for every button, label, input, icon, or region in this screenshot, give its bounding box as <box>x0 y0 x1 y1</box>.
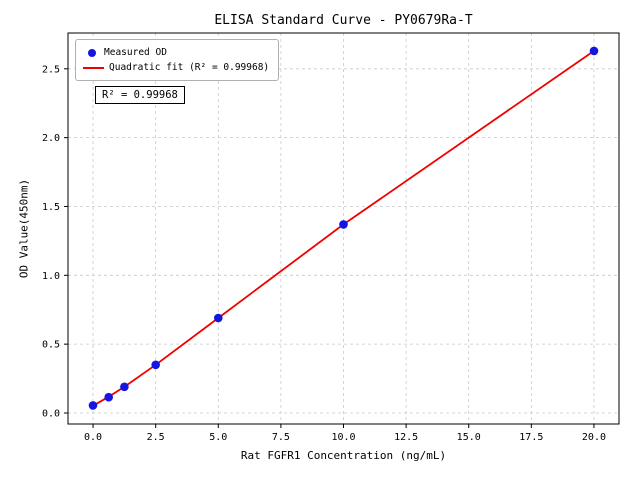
x-tick-label: 15.0 <box>457 432 481 443</box>
line-marker-icon <box>83 66 104 69</box>
data-point <box>339 220 348 229</box>
legend-label-measured-od: Measured OD <box>104 47 167 58</box>
data-point <box>151 360 160 370</box>
data-point <box>589 46 599 56</box>
legend-item-measured-od: Measured OD <box>83 45 269 60</box>
y-axis-label: OD Value(450nm) <box>17 178 31 279</box>
x-axis-label: Rat FGFR1 Concentration (ng/mL) <box>240 449 447 462</box>
y-tick-label: 1.0 <box>42 271 60 282</box>
x-tick-label: 5.0 <box>209 432 227 443</box>
y-tick-label: 0.0 <box>42 408 60 419</box>
data-point <box>214 313 223 323</box>
data-point <box>120 382 129 392</box>
chart-title: ELISA Standard Curve - PY0679Ra-T <box>214 13 473 28</box>
x-tick-label: 7.5 <box>272 432 290 443</box>
y-tick-label: 2.5 <box>42 64 60 75</box>
y-tick-label: 0.5 <box>42 340 60 351</box>
scatter-marker-icon <box>88 48 96 57</box>
x-tick-label: 10.0 <box>331 432 355 443</box>
x-tick-label: 0.0 <box>84 432 102 443</box>
x-tick-label: 20.0 <box>582 432 606 443</box>
data-point <box>88 401 98 410</box>
legend-label-quadratic-fit: Quadratic fit (R² = 0.99968) <box>109 62 270 73</box>
x-tick-label: 17.5 <box>519 432 543 443</box>
x-tick-label: 2.5 <box>147 432 165 443</box>
legend: Measured OD Quadratic fit (R² = 0.99968) <box>75 39 280 81</box>
data-point <box>104 392 113 402</box>
y-tick-label: 2.0 <box>42 133 60 144</box>
legend-item-quadratic-fit: Quadratic fit (R² = 0.99968) <box>83 60 269 75</box>
y-tick-label: 1.5 <box>42 202 60 213</box>
x-tick-label: 12.5 <box>394 432 418 443</box>
r-squared-annotation: R² = 0.99968 <box>95 86 185 104</box>
